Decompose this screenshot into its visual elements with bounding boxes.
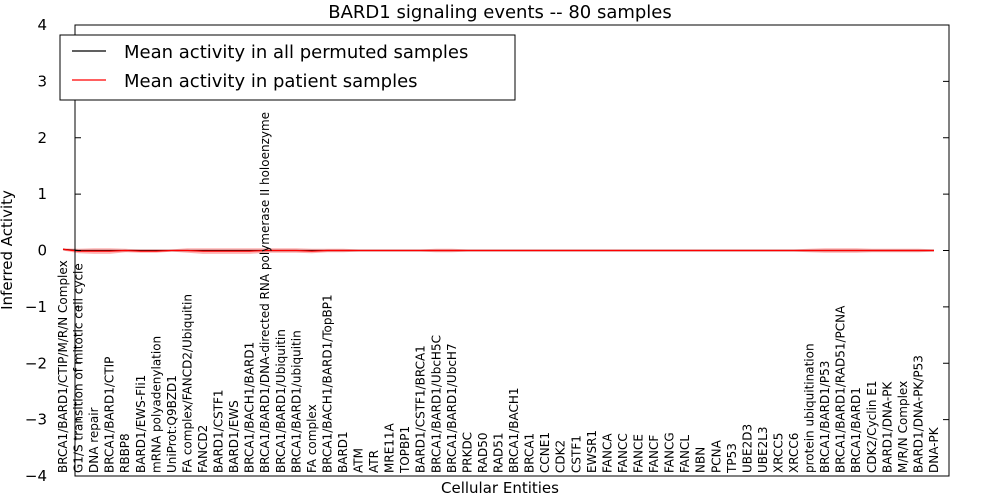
category-label: UBE2L3: [756, 426, 770, 473]
category-label: BARD1: [336, 431, 350, 473]
category-label: BRCA1/BACH1: [507, 387, 521, 473]
category-label: CDK2: [554, 440, 568, 473]
category-label: BARD1/CSTF1: [212, 389, 226, 473]
y-tick-label: −1: [25, 298, 47, 316]
legend-label-patient: Mean activity in patient samples: [124, 71, 418, 92]
category-label: DNA repair: [87, 407, 101, 473]
category-label: G1/S transition of mitotic cell cycle: [72, 263, 86, 473]
category-label: BRCA1/BARD1/CTIP/M/R/N Complex: [56, 260, 70, 473]
category-label: BRCA1/BARD1/ubiquitin: [289, 330, 303, 473]
category-label: BARD1/DNA-PK: [880, 381, 894, 473]
category-label: FANCA: [600, 433, 614, 473]
category-label: BRCA1/BARD1/Ubiquitin: [274, 329, 288, 473]
category-label: RAD51: [492, 432, 506, 473]
category-label: TOPBP1: [398, 426, 412, 474]
category-label: BRCA1/BARD1/P53: [818, 361, 832, 473]
category-label: BRCA1/BARD1/CTIP: [103, 357, 117, 473]
category-label: BRCA1/BACH1/BARD1/TopBP1: [320, 294, 334, 473]
category-label: EWSR1: [585, 430, 599, 473]
y-axis-label: Inferred Activity: [0, 190, 16, 310]
category-label: XRCC6: [787, 433, 801, 473]
category-label: BRCA1/BARD1: [849, 387, 863, 473]
y-tick-label: 3: [37, 72, 47, 90]
y-tick-label: −4: [25, 467, 47, 485]
category-label: FANCF: [647, 435, 661, 473]
category-label: BRCA1/BARD1/UbcH5C: [429, 335, 443, 473]
category-label: FANCC: [616, 433, 630, 473]
category-label: PRKDC: [460, 432, 474, 473]
category-label: NBN: [694, 447, 708, 473]
category-label: FA complex: [305, 404, 319, 473]
chart-title: BARD1 signaling events -- 80 samples: [328, 2, 672, 23]
category-label: FANCG: [663, 432, 677, 473]
category-label: TP53: [725, 443, 739, 474]
x-axis-label: Cellular Entities: [441, 479, 559, 497]
y-tick-label: 1: [37, 185, 47, 203]
category-label: ATM: [352, 448, 366, 473]
legend-frame: [59, 34, 516, 101]
category-label: XRCC5: [772, 433, 786, 473]
category-label: mRNA polyadenylation: [149, 336, 163, 473]
patient-mean-line: [62, 248, 934, 252]
category-label: protein ubiquitination: [803, 343, 817, 473]
y-tick-label: −3: [25, 411, 47, 429]
legend: Mean activity in all permuted samples Me…: [59, 34, 516, 101]
category-label: BRCA1/BARD1/DNA-directed RNA polymerase …: [258, 112, 272, 473]
y-tick-label: 4: [37, 16, 47, 34]
category-label: BARD1/DNA-PK/P53: [911, 355, 925, 473]
line-layer: [62, 248, 934, 252]
category-label: ATR: [367, 450, 381, 473]
category-label: CSTF1: [569, 435, 583, 473]
category-label: BRCA1: [523, 433, 537, 473]
category-label: BARD1/EWS: [227, 400, 241, 473]
category-label: FA complex/FANCD2/Ubiquitin: [180, 294, 194, 473]
y-tick-label: 0: [37, 242, 47, 260]
category-label: FANCE: [632, 434, 646, 473]
category-label: UBE2D3: [740, 424, 754, 473]
category-label: M/R/N Complex: [896, 381, 910, 473]
category-label: BARD1/CSTF1/BRCA1: [414, 345, 428, 473]
category-label: UniProt:Q9BZD1: [165, 375, 179, 473]
y-tick-label: −2: [25, 354, 47, 372]
category-label: RAD50: [476, 432, 490, 473]
category-label: CDK2/Cyclin E1: [865, 380, 879, 473]
category-label: BARD1/EWS-Fli1: [134, 375, 148, 473]
category-label: BRCA1/BARD1/UbcH7: [445, 343, 459, 473]
category-label: CCNE1: [538, 432, 552, 473]
category-label: MRE11A: [383, 422, 397, 473]
category-label: FANCL: [678, 435, 692, 473]
x-axis: BRCA1/BARD1/CTIP/M/R/N Complex G1/S trans…: [56, 112, 941, 474]
category-label: FANCD2: [196, 425, 210, 473]
y-axis: −4 −3 −2 −1 0 1 2 3 4: [25, 16, 949, 485]
category-label: BRCA1/BACH1/BARD1: [243, 342, 257, 473]
category-label: BRCA1/BARD1/RAD51/PCNA: [834, 305, 848, 473]
y-tick-label: 2: [37, 129, 47, 147]
category-label: RBBP8: [118, 433, 132, 473]
legend-label-permuted: Mean activity in all permuted samples: [124, 42, 468, 63]
category-label: PCNA: [709, 439, 723, 473]
category-label: DNA-PK: [927, 426, 941, 473]
